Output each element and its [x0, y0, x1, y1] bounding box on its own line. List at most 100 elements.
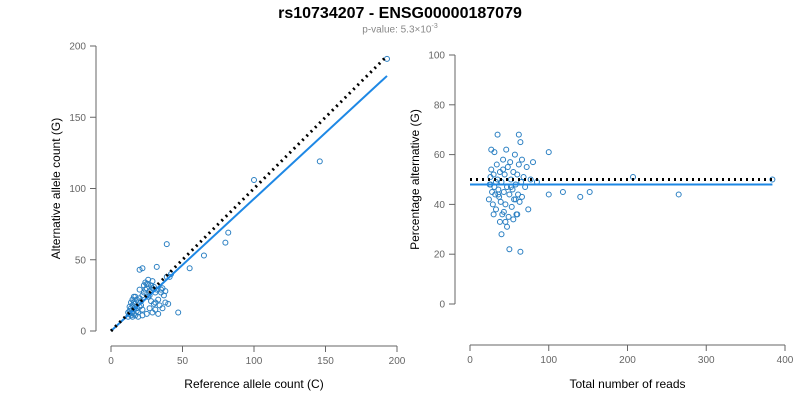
right-data-point [518, 193, 525, 200]
p-value-text: p-value: 5.3×10 [362, 24, 432, 36]
right-y-tick-label: 40 [434, 200, 446, 211]
left-data-point [136, 286, 143, 293]
left-y-tick-label: 200 [69, 42, 86, 53]
right-data-point [497, 198, 504, 205]
right-x-tick-label: 300 [698, 355, 715, 366]
right-data-point [515, 161, 522, 168]
left-y-tick-label: 150 [69, 113, 86, 124]
right-data-point [495, 191, 502, 198]
right-data-point [514, 171, 521, 178]
left-data-point [225, 229, 232, 236]
right-data-point [517, 248, 524, 255]
left-data-point [130, 306, 137, 313]
right-x-tick-label: 400 [777, 355, 794, 366]
left-x-tick-label: 0 [108, 356, 114, 367]
right-data-point [495, 186, 502, 193]
right-data-point [675, 191, 682, 198]
right-data-point [523, 164, 530, 171]
right-data-point [494, 131, 501, 138]
chart-subtitle: p-value: 5.3×10-3 [0, 23, 800, 35]
left-y-tick-label: 0 [80, 327, 86, 338]
left-data-point [316, 158, 323, 165]
left-data-point [139, 265, 146, 272]
right-data-point [502, 201, 509, 208]
right-data-point [518, 156, 525, 163]
left-data-point [150, 300, 157, 307]
right-data-point [501, 171, 508, 178]
right-data-point [530, 159, 536, 166]
right-x-tick-label: 0 [467, 355, 473, 366]
right-data-point [504, 223, 511, 230]
left-data-point [155, 310, 162, 317]
left-x-tick-label: 200 [389, 356, 406, 367]
left-data-point [163, 241, 170, 248]
right-data-point [506, 191, 513, 198]
right-data-point [559, 188, 566, 195]
left-data-point [126, 303, 133, 310]
left-data-point [145, 280, 152, 287]
left-data-point [153, 263, 160, 270]
left-x-tick-label: 50 [177, 356, 189, 367]
left-data-point [155, 296, 162, 303]
right-data-point [492, 206, 499, 213]
right-data-point [505, 213, 512, 220]
right-data-point [493, 161, 500, 168]
right-data-point [496, 218, 503, 225]
right-y-tick-label: 60 [434, 150, 446, 161]
p-value-exponent: -3 [431, 23, 438, 30]
left-data-point [175, 309, 182, 316]
left-data-point [186, 265, 193, 272]
left-data-point [251, 176, 257, 183]
plot-left: 0 50 100 150 200 0 50 100 150 200 Reference allele… [49, 42, 406, 392]
right-data-point [508, 203, 515, 210]
right-data-point [520, 174, 527, 181]
left-reference-line [109, 56, 387, 333]
left-data-point [156, 302, 163, 309]
right-data-point [515, 131, 522, 138]
left-data-point [135, 309, 142, 316]
right-data-point [503, 146, 510, 153]
right-y-tick-label: 0 [439, 300, 445, 311]
left-data-point [146, 305, 153, 312]
right-y-tick-label: 100 [428, 51, 445, 62]
left-data-point [200, 252, 207, 259]
right-data-point [545, 149, 552, 156]
left-y-tick-label: 100 [69, 184, 86, 195]
left-data-point [383, 55, 390, 62]
right-data-point [504, 164, 511, 171]
right-data-point [517, 139, 524, 146]
right-data-point [500, 156, 507, 163]
right-data-point [498, 231, 505, 238]
right-data-point [490, 211, 497, 218]
right-x-axis-label: Total number of reads [569, 377, 685, 391]
right-data-point [586, 188, 593, 195]
left-data-point [132, 293, 139, 300]
right-data-point [490, 171, 497, 178]
right-data-point [489, 201, 496, 208]
left-data-point [129, 313, 136, 320]
right-data-point [488, 166, 495, 173]
left-data-point [139, 306, 146, 313]
right-data-point [491, 149, 498, 156]
left-data-point [152, 299, 159, 306]
left-x-tick-label: 100 [246, 356, 263, 367]
left-x-axis-label: Reference allele count (C) [184, 377, 323, 391]
right-x-tick-label: 100 [540, 355, 557, 366]
left-y-tick-label: 50 [75, 255, 87, 266]
left-data-point [136, 266, 143, 273]
left-data-point [159, 305, 166, 312]
right-x-tick-label: 200 [619, 355, 636, 366]
right-data-point [500, 208, 507, 215]
left-data-point [130, 299, 137, 306]
left-data-point [149, 309, 156, 316]
right-data-point [577, 193, 584, 200]
left-data-point [142, 279, 149, 286]
right-data-point [511, 151, 518, 158]
left-y-axis-label: Alternative allele count (G) [49, 118, 63, 259]
right-y-tick-label: 20 [434, 250, 446, 261]
left-x-tick-label: 150 [317, 356, 334, 367]
chart-title: rs10734207 - ENSG00000187079 [278, 5, 522, 22]
right-data-point [510, 216, 517, 223]
left-data-point [222, 239, 229, 246]
